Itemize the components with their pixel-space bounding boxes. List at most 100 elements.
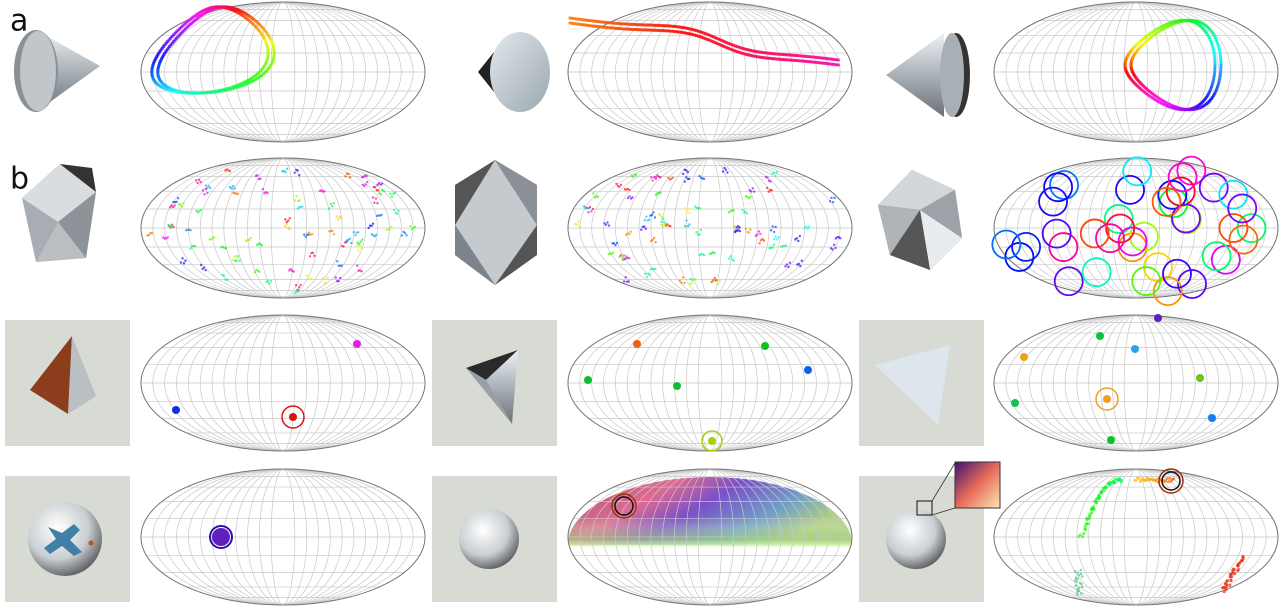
sample-dot: [713, 276, 716, 280]
sample-dot: [832, 243, 836, 246]
sample-dot: [729, 255, 732, 258]
sample-dot: [799, 264, 802, 268]
sample-dot: [205, 91, 209, 95]
sample-dot: [328, 207, 331, 210]
sample-dot: [334, 276, 337, 279]
sample-dot: [769, 229, 773, 232]
sample-dot: [702, 254, 706, 257]
sample-dot: [1166, 480, 1170, 484]
sample-dot: [1077, 535, 1081, 539]
sample-dot: [287, 219, 290, 222]
sample-dot: [673, 382, 681, 390]
sample-dot: [294, 284, 298, 287]
sample-dot: [836, 63, 840, 67]
sample-dot: [269, 279, 273, 283]
sample-dot: [623, 254, 626, 257]
ring: [1177, 269, 1207, 299]
sample-dot: [1076, 590, 1079, 594]
sample-dot: [766, 176, 769, 179]
sample-dot: [644, 227, 647, 230]
zoom-line: [931, 462, 956, 502]
sample-dot: [761, 342, 769, 350]
sample-dot: [836, 58, 840, 62]
sample-dot: [374, 186, 377, 189]
sample-dot: [266, 279, 270, 282]
sample-dot: [337, 218, 340, 221]
tetrahedron-object: [875, 345, 950, 425]
sample-dot: [224, 247, 228, 250]
sample-dot: [682, 172, 685, 176]
sample-dot: [303, 233, 306, 236]
sample-dot: [189, 229, 192, 232]
sample-dot: [191, 91, 195, 95]
sample-dot: [1235, 564, 1239, 568]
mollweide-map: [567, 468, 853, 606]
sample-dot: [223, 88, 227, 93]
sample-dot: [1075, 593, 1079, 596]
sample-dot: [805, 225, 808, 228]
sample-dot: [390, 195, 394, 198]
ring: [1157, 179, 1188, 210]
sample-dot: [758, 242, 761, 245]
sample-dot: [596, 195, 600, 199]
sample-dot: [749, 195, 752, 199]
sample-dot: [261, 187, 265, 191]
sample-dot: [757, 230, 760, 233]
sample-dot: [612, 242, 616, 245]
sample-dot: [750, 190, 753, 193]
sample-dot: [828, 199, 832, 203]
ring: [1115, 174, 1145, 205]
sample-dot: [686, 170, 689, 174]
sample-dot: [770, 189, 773, 192]
sample-dot: [392, 208, 396, 212]
sample-dot: [654, 267, 657, 271]
sample-dot: [212, 236, 216, 239]
sample-dot: [644, 272, 647, 276]
sample-dot: [342, 245, 345, 248]
dodecahedron-object: [22, 164, 96, 262]
sample-dot: [1096, 332, 1104, 340]
sample-dot: [761, 237, 764, 241]
sample-dot: [259, 177, 262, 180]
sample-dot: [666, 223, 669, 226]
sample-dot: [582, 205, 586, 208]
sample-dot: [1095, 501, 1099, 505]
sample-dot: [1145, 476, 1149, 480]
sample-dot: [1134, 478, 1138, 482]
sample-dot: [332, 202, 335, 205]
sample-dot: [296, 169, 299, 172]
sample-dot: [238, 259, 241, 262]
sample-dot: [388, 228, 392, 231]
sample-dot: [180, 205, 184, 208]
sample-dot: [1225, 579, 1229, 583]
sample-dot: [604, 223, 608, 226]
sample-dot: [1238, 560, 1242, 564]
sample-dot: [614, 243, 617, 247]
ring: [1053, 266, 1084, 297]
sample-dot: [1080, 592, 1083, 595]
sample-dot: [772, 243, 776, 246]
sample-dot: [678, 279, 682, 282]
sample-dot: [284, 225, 287, 228]
sky-fade: [568, 517, 852, 547]
sample-dot: [713, 251, 716, 255]
sample-dot: [577, 220, 580, 223]
sphere-object: [459, 509, 519, 569]
sample-dot: [340, 216, 343, 220]
sample-dot: [405, 234, 408, 237]
ring: [1167, 162, 1198, 193]
sample-dot: [295, 194, 298, 198]
sample-dot: [179, 203, 182, 206]
sample-dot: [1230, 575, 1234, 579]
sample-dot: [685, 176, 688, 179]
cone-object: [14, 30, 100, 112]
sample-dot: [403, 231, 407, 235]
sample-dot: [689, 282, 693, 285]
mollweide-map: [991, 155, 1279, 307]
map-rim: [140, 157, 426, 299]
sample-dot: [1079, 572, 1083, 576]
sample-dot: [350, 241, 353, 245]
sample-dot: [669, 224, 672, 228]
sample-dot: [1079, 568, 1083, 572]
